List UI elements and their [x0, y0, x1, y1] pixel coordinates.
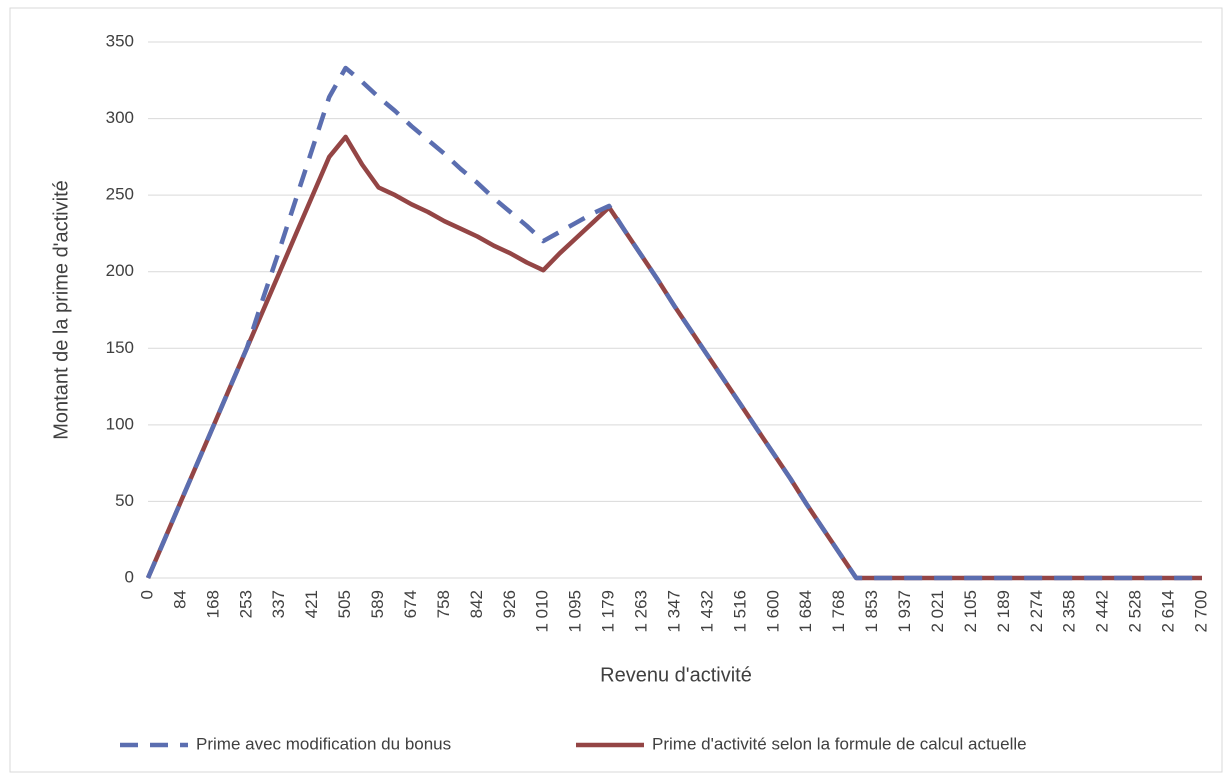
y-tick-label: 50 — [115, 491, 134, 510]
y-tick-label: 150 — [106, 338, 134, 357]
x-tick-label: 1 095 — [566, 590, 585, 633]
series-line — [145, 65, 1202, 581]
x-tick-label: 1 263 — [632, 590, 651, 633]
x-tick-label: 1 600 — [763, 590, 782, 633]
y-tick-label: 200 — [106, 261, 134, 280]
y-tick-label: 0 — [125, 567, 134, 586]
y-tick-label: 250 — [106, 185, 134, 204]
x-tick-label: 2 700 — [1191, 590, 1210, 633]
x-tick-label: 2 442 — [1093, 590, 1112, 633]
x-axis-title: Revenu d'activité — [600, 664, 752, 686]
x-tick-label: 1 179 — [599, 590, 618, 633]
x-tick-label: 2 274 — [1027, 590, 1046, 633]
x-tick-label: 2 358 — [1060, 590, 1079, 633]
x-tick-label: 1 347 — [664, 590, 683, 633]
x-tick-label: 1 516 — [730, 590, 749, 633]
x-tick-label: 2 528 — [1126, 590, 1145, 633]
y-tick-label: 300 — [106, 108, 134, 127]
chart-border — [9, 7, 1223, 773]
legend-label: Prime d'activité selon la formule de cal… — [652, 734, 1027, 753]
y-axis-title: Montant de la prime d'activité — [50, 180, 72, 440]
x-tick-label: 758 — [434, 590, 453, 618]
x-tick-label: 253 — [236, 590, 255, 618]
x-tick-label: 84 — [170, 590, 189, 609]
x-tick-label: 1 684 — [796, 590, 815, 633]
x-tick-label: 1 768 — [829, 590, 848, 633]
x-tick-label: 2 021 — [928, 590, 947, 633]
x-tick-label: 926 — [500, 590, 519, 618]
x-tick-label: 589 — [368, 590, 387, 618]
x-tick-label: 505 — [335, 590, 354, 618]
x-tick-label: 2 105 — [961, 590, 980, 633]
x-tick-label: 2 614 — [1159, 590, 1178, 633]
y-tick-label: 350 — [106, 31, 134, 50]
x-tick-label: 842 — [467, 590, 486, 618]
x-tick-label: 674 — [401, 590, 420, 618]
legend-label: Prime avec modification du bonus — [196, 734, 451, 753]
x-tick-label: 2 189 — [994, 590, 1013, 633]
x-tick-label: 0 — [137, 590, 156, 599]
x-tick-label: 1 853 — [862, 590, 881, 633]
x-tick-label: 1 010 — [533, 590, 552, 633]
x-tick-label: 337 — [269, 590, 288, 618]
x-tick-label: 421 — [302, 590, 321, 618]
y-tick-label: 100 — [106, 414, 134, 433]
x-tick-label: 1 432 — [697, 590, 716, 633]
x-tick-label: 1 937 — [895, 590, 914, 633]
x-tick-label: 168 — [203, 590, 222, 618]
